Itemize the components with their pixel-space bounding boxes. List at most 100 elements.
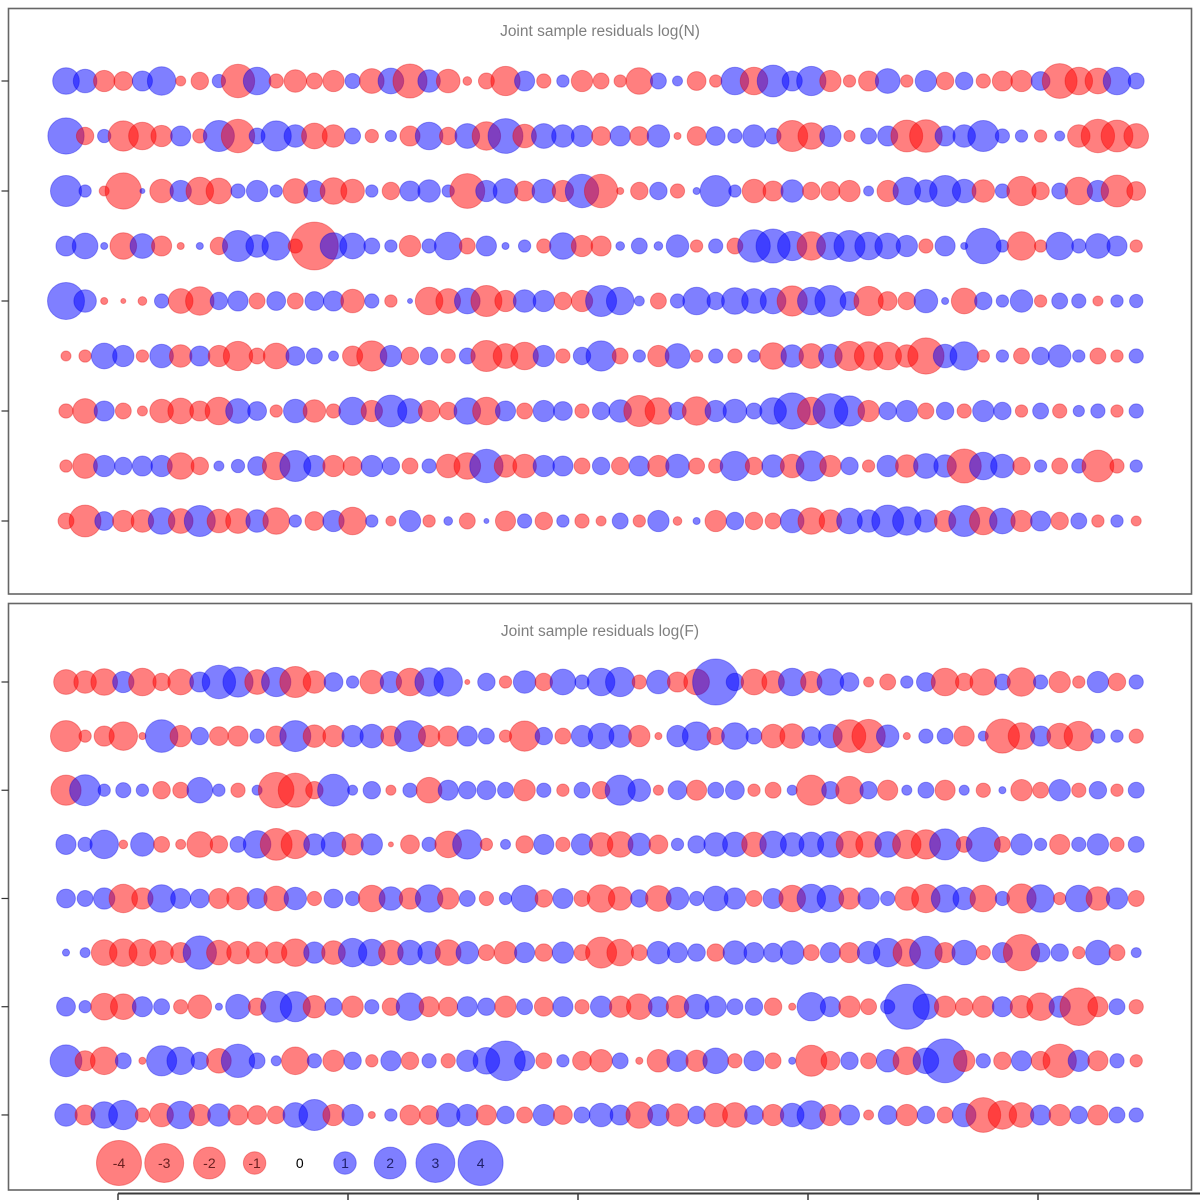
residual-bubble-negative bbox=[340, 288, 365, 314]
residual-bubble-negative bbox=[458, 512, 476, 530]
residual-bubble-negative bbox=[1126, 181, 1147, 201]
residual-bubble-negative bbox=[227, 1104, 249, 1126]
residual-bubble-negative bbox=[138, 1056, 147, 1065]
residual-bubble-positive bbox=[213, 460, 225, 472]
residual-bubble-positive bbox=[1108, 1106, 1126, 1124]
residual-bubble-positive bbox=[476, 780, 497, 801]
residual-bubble-negative bbox=[401, 457, 419, 475]
legend-bubble bbox=[333, 1151, 357, 1175]
residual-bubble-positive bbox=[347, 784, 359, 796]
residual-bubble-positive bbox=[153, 293, 170, 309]
residual-bubble-positive bbox=[682, 286, 711, 316]
residual-bubble-negative bbox=[895, 1103, 918, 1127]
residual-bubble-negative bbox=[418, 996, 440, 1018]
residual-bubble-negative bbox=[976, 349, 990, 363]
residual-bubble-positive bbox=[1110, 729, 1124, 743]
residual-bubble-negative bbox=[398, 234, 422, 258]
residual-bubble-negative bbox=[478, 890, 495, 907]
residual-bubble-positive bbox=[552, 996, 574, 1018]
residual-bubble-negative bbox=[838, 887, 861, 910]
residual-bubble-negative bbox=[437, 887, 460, 910]
residual-bubble-negative bbox=[93, 69, 116, 93]
residual-bubble-negative bbox=[169, 724, 192, 748]
residual-bubble-positive bbox=[552, 401, 573, 421]
residual-bubble-positive bbox=[477, 672, 496, 692]
residual-bubble-positive bbox=[112, 344, 135, 368]
residual-bubble-positive bbox=[763, 942, 784, 963]
residual-bubble-negative bbox=[1006, 667, 1037, 697]
residual-bubble-negative bbox=[440, 348, 456, 364]
residual-bubble-negative bbox=[554, 727, 572, 745]
residual-bubble-negative bbox=[186, 831, 214, 858]
residual-bubble-positive bbox=[779, 940, 805, 965]
residual-bubble-positive bbox=[941, 296, 950, 306]
residual-bubble-negative bbox=[1071, 782, 1087, 798]
residual-bubble-positive bbox=[702, 1047, 730, 1075]
residual-bubble-positive bbox=[417, 179, 441, 203]
residual-bubble-positive bbox=[402, 782, 418, 798]
residual-bubble-positive bbox=[1071, 836, 1087, 853]
residual-bubble-negative bbox=[1048, 670, 1071, 694]
residual-bubble-positive bbox=[990, 453, 1015, 479]
residual-bubble-negative bbox=[611, 347, 629, 365]
residual-bubble-positive bbox=[452, 829, 483, 860]
residual-bubble-positive bbox=[496, 1105, 515, 1125]
residual-bubble-negative bbox=[570, 234, 594, 258]
residual-bubble-positive bbox=[857, 887, 880, 910]
residual-bubble-positive bbox=[455, 940, 480, 965]
residual-bubble-positive bbox=[78, 184, 92, 198]
residual-bubble-positive bbox=[384, 129, 398, 143]
residual-bubble-positive bbox=[261, 231, 291, 261]
residual-bubble-positive bbox=[227, 290, 249, 312]
residual-bubble-negative bbox=[166, 452, 195, 480]
residual-bubble-positive bbox=[483, 517, 490, 525]
residual-bubble-negative bbox=[262, 342, 290, 370]
residual-bubble-negative bbox=[553, 291, 573, 311]
residual-bubble-positive bbox=[1010, 833, 1033, 856]
residual-bubble-positive bbox=[433, 231, 463, 261]
residual-bubble-negative bbox=[1127, 890, 1145, 907]
residual-bubble-negative bbox=[842, 74, 857, 88]
residual-bubble-negative bbox=[788, 1002, 797, 1011]
residual-bubble-positive bbox=[954, 71, 974, 91]
residual-bubble-negative bbox=[440, 1053, 456, 1069]
residual-bubble-negative bbox=[897, 291, 917, 311]
residual-bubble-negative bbox=[150, 124, 173, 148]
residual-bubble-negative bbox=[321, 124, 346, 148]
residual-bubble-positive bbox=[667, 780, 688, 801]
residual-bubble-positive bbox=[532, 289, 555, 313]
residual-bubble-positive bbox=[611, 1052, 629, 1070]
residual-bubble-positive bbox=[327, 350, 340, 362]
residual-bubble-negative bbox=[399, 1104, 421, 1126]
residual-bubble-negative bbox=[592, 72, 610, 90]
residual-bubble-negative bbox=[1087, 996, 1109, 1018]
residual-bubble-negative bbox=[727, 1053, 743, 1069]
residual-bubble-negative bbox=[1006, 231, 1037, 261]
residual-bubble-positive bbox=[170, 887, 192, 910]
residual-bubble-negative bbox=[209, 835, 229, 854]
residual-bubble-negative bbox=[1110, 349, 1124, 363]
residual-bubble-positive bbox=[687, 835, 706, 854]
residual-bubble-negative bbox=[673, 131, 682, 141]
residual-bubble-negative bbox=[248, 347, 266, 365]
residual-bubble-negative bbox=[686, 71, 707, 91]
residual-bubble-positive bbox=[699, 174, 732, 208]
residual-bubble-positive bbox=[1030, 510, 1052, 532]
residual-bubble-positive bbox=[1071, 293, 1087, 309]
residual-bubble-positive bbox=[934, 235, 956, 257]
residual-bubble-positive bbox=[727, 128, 743, 144]
residual-bubble-positive bbox=[212, 783, 226, 797]
residual-bubble-negative bbox=[861, 459, 876, 473]
residual-bubble-positive bbox=[917, 781, 935, 799]
residual-bubble-negative bbox=[1129, 1054, 1143, 1068]
residual-bubble-positive bbox=[245, 179, 269, 203]
residual-bubble-negative bbox=[930, 667, 960, 697]
residual-bubble-negative bbox=[534, 511, 554, 531]
residual-bubble-positive bbox=[666, 1049, 689, 1072]
residual-bubble-positive bbox=[458, 780, 477, 800]
residual-bubble-negative bbox=[417, 724, 441, 748]
residual-bubble-positive bbox=[1090, 403, 1106, 419]
residual-bubble-positive bbox=[632, 349, 646, 363]
legend-bubble bbox=[415, 1143, 456, 1183]
